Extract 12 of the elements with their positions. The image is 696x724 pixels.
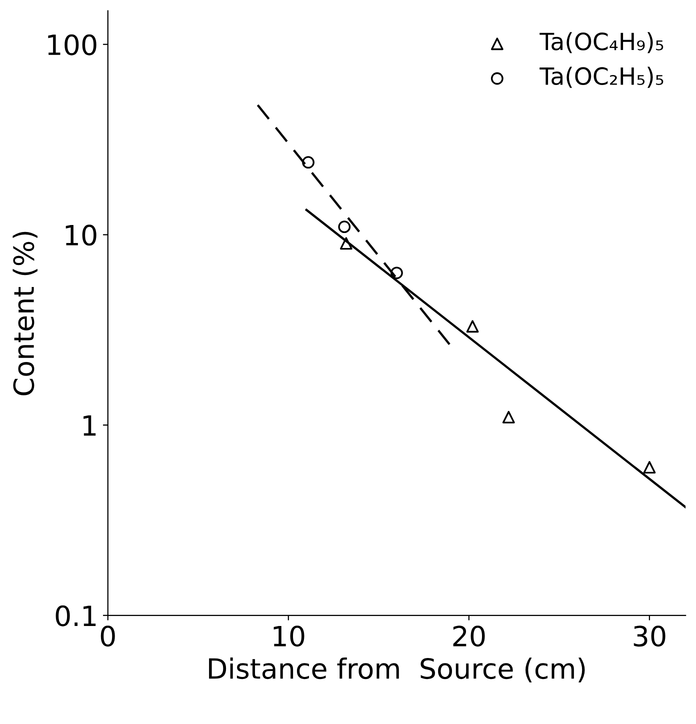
- x-tick-label: 0: [100, 626, 115, 647]
- y-tick-label: 10: [66, 224, 96, 246]
- x-tick-label: 10: [274, 626, 304, 647]
- x-tick-label: 30: [634, 626, 666, 647]
- x-tick-label: 20: [453, 626, 485, 647]
- y-tick-label: 0.1: [56, 605, 96, 626]
- y-tick-label: 100: [48, 34, 96, 56]
- y-tick-label: 1: [84, 415, 96, 436]
- legend-label: Ta(OC₄H₉)₅: [540, 32, 664, 54]
- x-axis-title: Distance from Source (cm): [209, 658, 585, 682]
- y-axis-title: Content (%): [12, 232, 38, 396]
- legend-label: Ta(OC₂H₅)₅: [540, 66, 664, 88]
